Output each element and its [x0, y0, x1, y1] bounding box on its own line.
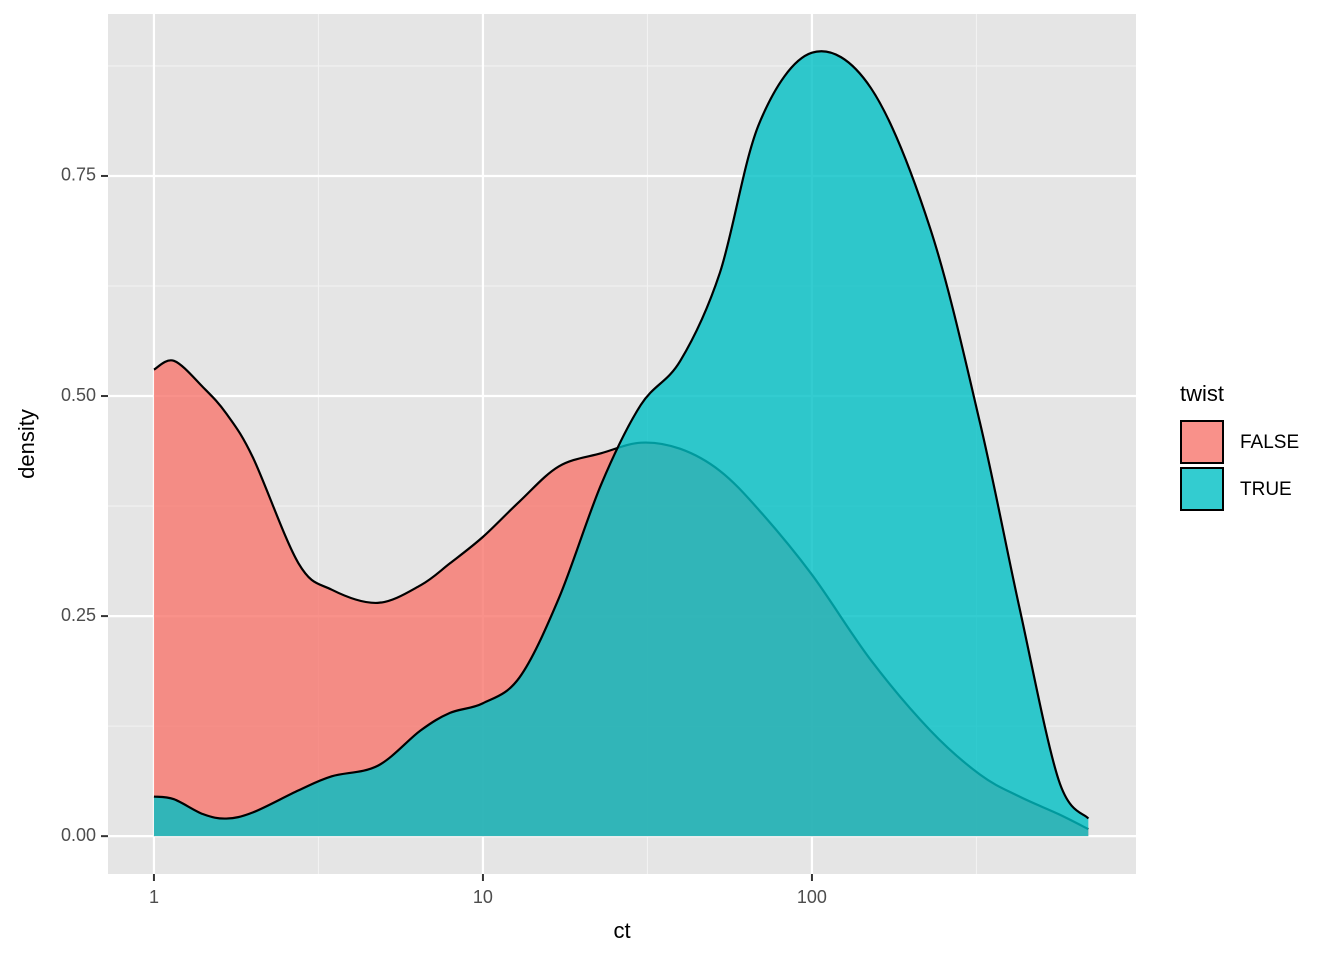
y-tick-label: 0.50 — [61, 385, 96, 405]
x-tick-label: 10 — [473, 887, 493, 907]
legend-title: twist — [1180, 381, 1224, 406]
legend-label: FALSE — [1240, 432, 1299, 453]
density-area — [153, 51, 1089, 837]
y-tick-label: 0.25 — [61, 605, 96, 625]
density-line — [153, 50, 1090, 820]
legend-key — [1180, 420, 1224, 464]
axes: 1 10 100 0.00 0.25 0.50 0.75 — [61, 165, 827, 907]
y-axis-title: density — [14, 409, 39, 479]
legend: twist FALSE TRUE — [1180, 381, 1299, 511]
y-tick-label: 0.00 — [61, 825, 96, 845]
legend-label: TRUE — [1240, 479, 1292, 500]
y-tick-label: 0.75 — [61, 165, 96, 185]
x-tick-label: 100 — [797, 887, 827, 907]
x-axis-title: ct — [613, 918, 630, 943]
legend-key — [1180, 467, 1224, 511]
x-tick-label: 1 — [149, 887, 159, 907]
marks — [153, 50, 1090, 837]
